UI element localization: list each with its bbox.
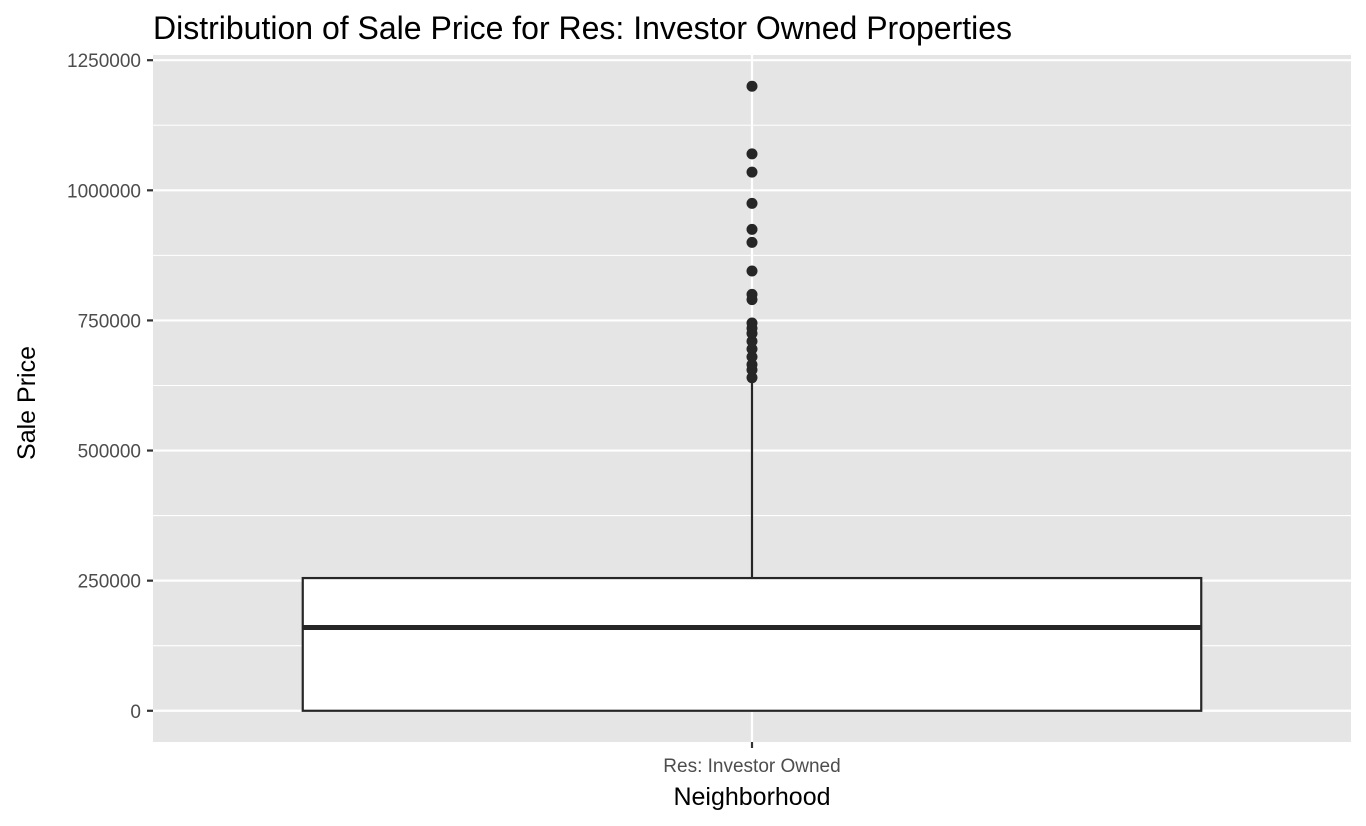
y-tick-label: 500000 (78, 442, 141, 463)
y-tick-label: 1000000 (67, 181, 141, 202)
iqr-box (301, 576, 1203, 712)
y-tick-label: 0 (130, 702, 141, 723)
x-axis-title: Neighborhood (673, 783, 830, 811)
outlier-point (746, 236, 758, 248)
outlier-point (746, 265, 758, 277)
y-tick-label: 1250000 (67, 51, 141, 72)
outlier-point (746, 80, 758, 92)
outlier-point (746, 223, 758, 235)
outlier-point (746, 359, 758, 371)
outlier-point (746, 148, 758, 160)
outlier-point (746, 335, 758, 347)
chart-title: Distribution of Sale Price for Res: Inve… (153, 10, 1012, 46)
x-axis: Res: Investor Owned (663, 742, 841, 777)
x-tick-label: Res: Investor Owned (663, 756, 840, 777)
y-axis-title: Sale Price (13, 346, 41, 460)
box-layer (301, 80, 1203, 712)
outlier-point (746, 372, 758, 384)
outlier-point (746, 351, 758, 363)
y-tick-label: 250000 (78, 572, 141, 593)
outlier-point (746, 197, 758, 209)
outlier-point (746, 343, 758, 355)
outlier-point (746, 166, 758, 178)
outlier-point (746, 317, 758, 329)
outlier-point (746, 288, 758, 300)
y-axis: 0 250000 500000 750000 1000000 1250000 (67, 51, 153, 723)
y-tick-label: 750000 (78, 311, 141, 332)
